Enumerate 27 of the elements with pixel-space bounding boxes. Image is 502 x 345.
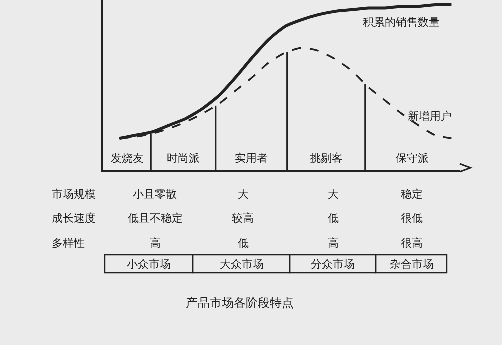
text: 较高: [232, 212, 254, 225]
text: 杂合市场: [390, 258, 434, 271]
text: 成长速度: [52, 212, 96, 225]
annotation: 发烧友: [111, 152, 144, 165]
text: 低: [238, 237, 249, 250]
text: 很高: [401, 237, 423, 250]
text: 大: [328, 188, 339, 201]
text: 小且零散: [133, 188, 177, 201]
text: 低且不稳定: [128, 212, 183, 225]
text: 多样性: [52, 237, 85, 250]
annotation: 实用者: [235, 152, 268, 165]
annotation: 保守派: [396, 152, 429, 165]
text: 分众市场: [311, 258, 355, 271]
text: 小众市场: [127, 258, 171, 271]
text: 低: [328, 212, 339, 225]
text: 很低: [401, 212, 423, 225]
text: 高: [150, 237, 161, 250]
text: 大: [238, 188, 249, 201]
text: 稳定: [401, 188, 423, 201]
text: 高: [328, 237, 339, 250]
series-label: 新增用户: [408, 110, 452, 123]
text: 产品市场各阶段特点: [186, 296, 294, 310]
series-label: 积累的销售数量: [363, 16, 440, 29]
text: 市场规模: [52, 188, 96, 201]
annotation: 挑剔客: [310, 152, 343, 165]
text: 大众市场: [220, 258, 264, 271]
annotation: 时尚派: [167, 152, 200, 165]
